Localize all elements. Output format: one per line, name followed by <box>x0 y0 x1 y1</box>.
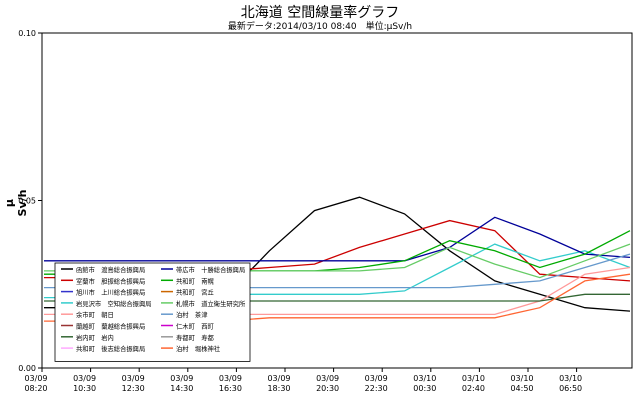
x-tick-label: 03/09 <box>122 374 145 383</box>
x-tick-label: 08:20 <box>24 384 47 393</box>
x-tick-label: 03/10 <box>510 374 533 383</box>
legend-label: 札幌市 道立衛生研究所 <box>176 299 246 308</box>
x-tick-label: 03/10 <box>462 374 485 383</box>
y-tick-label: 0.10 <box>18 29 36 38</box>
legend-label: 岩内町 岩内 <box>76 333 114 342</box>
legend-label: 寿都町 寿都 <box>176 333 214 342</box>
legend-label: 函館市 渡島総合振興局 <box>76 265 145 274</box>
x-tick-label: 00:30 <box>413 384 436 393</box>
x-tick-label: 06:50 <box>559 384 582 393</box>
legend-label: 泊村 堀株神社 <box>176 344 221 353</box>
x-tick-label: 14:30 <box>170 384 193 393</box>
x-tick-label: 12:30 <box>122 384 145 393</box>
legend-label: 蘭越町 蘭越総合振興局 <box>76 322 145 331</box>
x-tick-label: 02:40 <box>462 384 485 393</box>
chart-subtitle: 最新データ:2014/03/10 08:40 単位:μSv/h <box>227 22 413 32</box>
y-tick-label: 0.00 <box>18 364 36 373</box>
legend-label: 共和町 後志総合振興局 <box>76 344 145 353</box>
x-tick-label: 16:30 <box>219 384 242 393</box>
legend-label: 帯広市 十勝総合振興局 <box>176 265 245 274</box>
x-tick-label: 03/09 <box>365 374 388 383</box>
legend-label: 室蘭市 胆振総合振興局 <box>76 276 145 285</box>
x-tick-label: 03/09 <box>24 374 47 383</box>
x-tick-label: 03/09 <box>316 374 339 383</box>
x-tick-label: 22:30 <box>365 384 388 393</box>
x-tick-label: 03/10 <box>413 374 436 383</box>
x-tick-label: 03/09 <box>170 374 193 383</box>
chart-title: 北海道 空間線量率グラフ <box>240 5 400 21</box>
x-tick-label: 03/09 <box>219 374 242 383</box>
legend-label: 旭川市 上川総合振興局 <box>76 288 145 297</box>
y-tick-label: 0.05 <box>18 197 36 206</box>
legend-label: 余市町 朝日 <box>76 310 114 319</box>
x-tick-label: 03/09 <box>73 374 96 383</box>
legend <box>54 262 251 362</box>
x-tick-label: 18:30 <box>267 384 290 393</box>
x-tick-label: 04:50 <box>510 384 533 393</box>
x-tick-label: 03/10 <box>559 374 582 383</box>
series-line <box>44 216 631 262</box>
legend-label: 泊村 茶津 <box>176 310 208 319</box>
x-tick-label: 20:30 <box>316 384 339 393</box>
legend-label: 仁木町 西町 <box>176 322 214 331</box>
legend-label: 共和町 宮丘 <box>176 288 214 297</box>
x-tick-label: 10:30 <box>73 384 96 393</box>
legend-label: 共和町 南幌 <box>176 276 214 285</box>
x-tick-label: 03/09 <box>267 374 290 383</box>
legend-label: 岩見沢市 空知総合振興局 <box>76 299 152 308</box>
